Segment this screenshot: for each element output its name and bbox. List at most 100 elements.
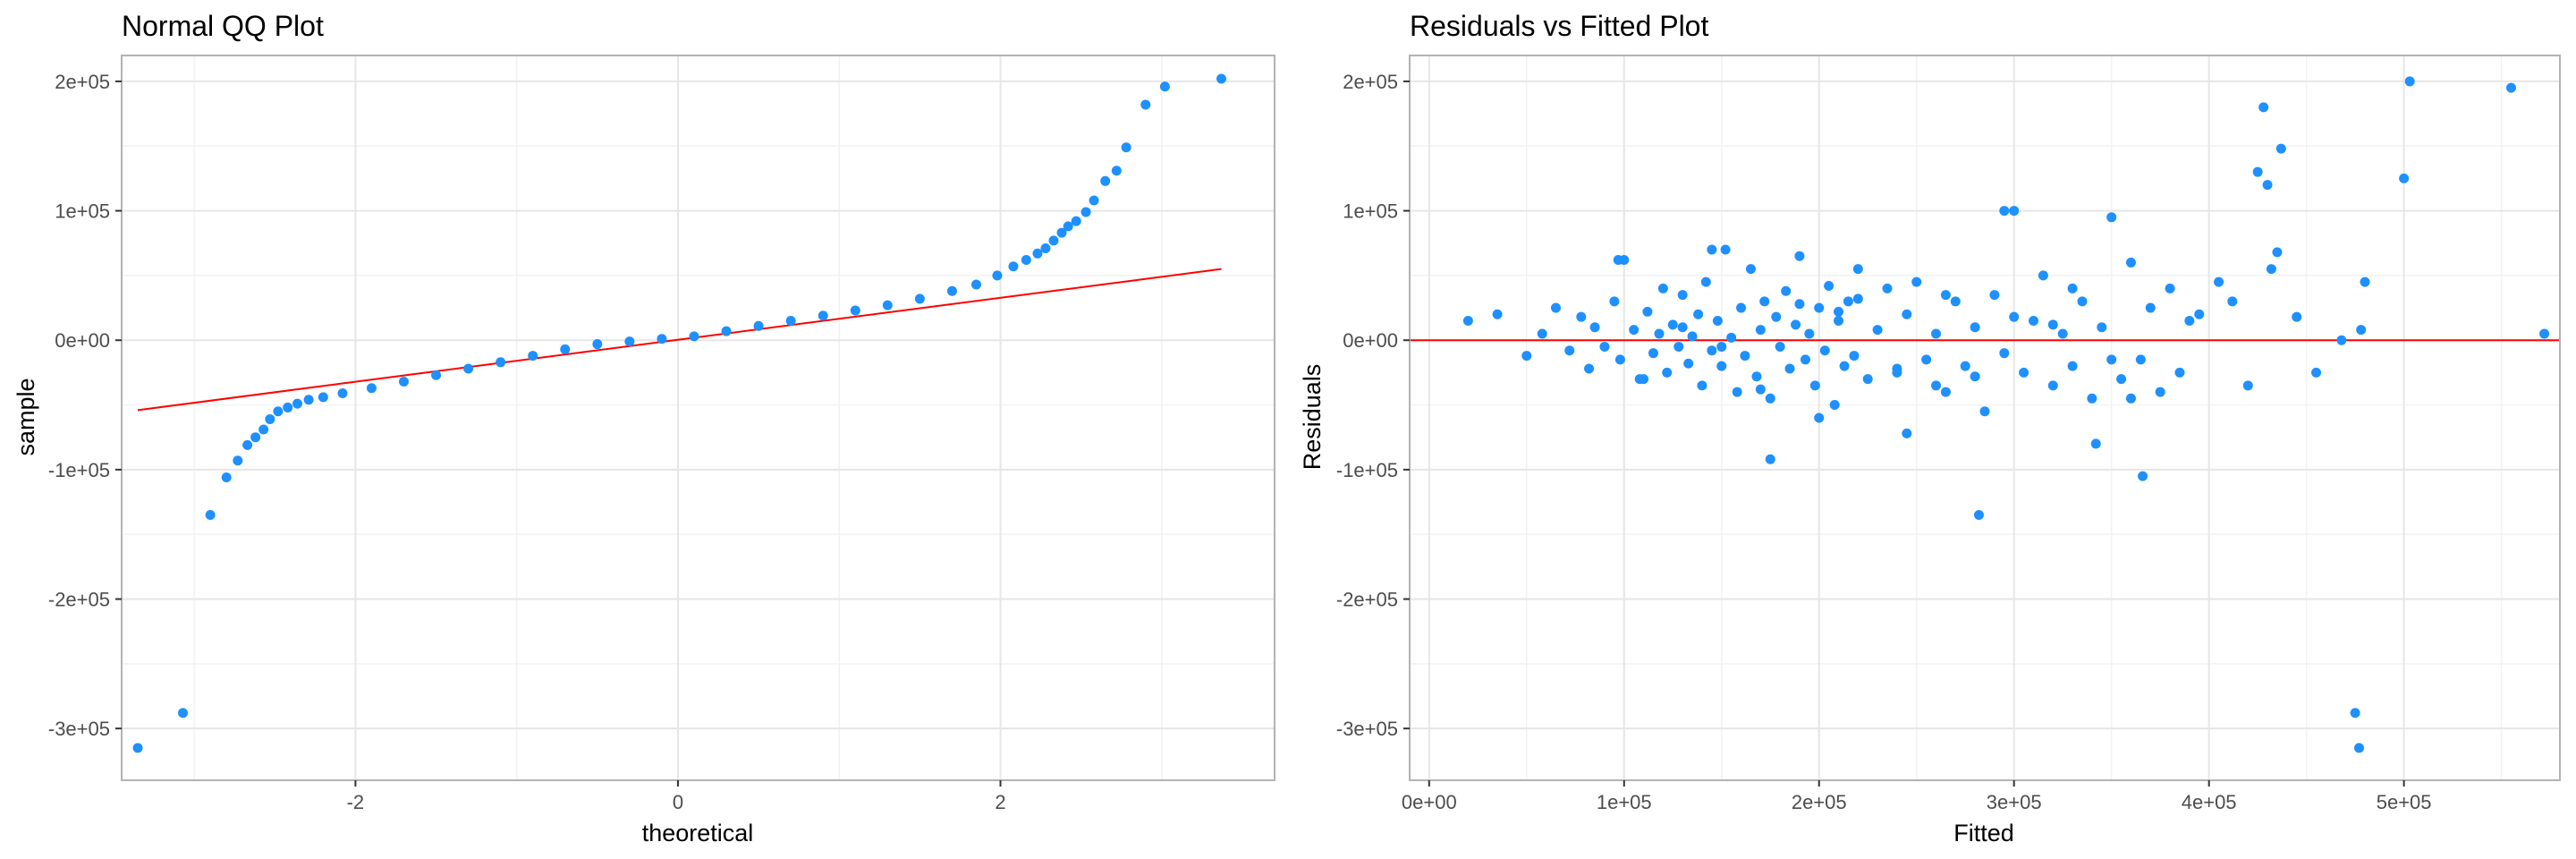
data-point xyxy=(1677,290,1688,301)
data-point xyxy=(2135,354,2146,365)
qq-plot-reference-line-group xyxy=(137,268,1222,412)
data-point xyxy=(1100,175,1111,186)
data-point xyxy=(1765,454,1775,464)
data-point xyxy=(1765,393,1775,404)
y-tick-label: -2e+05 xyxy=(48,589,110,611)
data-point xyxy=(1716,361,1727,371)
data-point xyxy=(1683,358,1694,369)
data-point xyxy=(1834,316,1844,327)
data-point xyxy=(2336,335,2347,345)
data-point xyxy=(657,334,667,344)
data-point xyxy=(1814,412,1825,423)
data-point xyxy=(1609,296,1620,307)
data-point xyxy=(1852,264,1863,275)
data-point xyxy=(2194,309,2205,319)
data-point xyxy=(914,293,925,304)
data-point xyxy=(1550,302,1561,313)
data-point xyxy=(1979,406,1990,417)
data-point xyxy=(992,270,1003,281)
data-point xyxy=(1716,341,1727,352)
data-point xyxy=(1911,276,1922,287)
data-point xyxy=(1654,328,1665,339)
data-point xyxy=(2258,102,2269,113)
data-point xyxy=(1819,345,1830,356)
data-point xyxy=(1902,309,1912,319)
data-point xyxy=(1707,244,1717,255)
data-point xyxy=(1839,361,1850,371)
data-point xyxy=(1989,290,2000,301)
data-point xyxy=(689,331,699,342)
data-point xyxy=(2360,276,2370,287)
data-point xyxy=(1950,296,1961,307)
data-point xyxy=(132,743,143,753)
data-point xyxy=(2165,283,2175,293)
data-point xyxy=(1781,285,1792,296)
data-point xyxy=(2262,180,2273,191)
data-point xyxy=(221,472,232,483)
data-point xyxy=(1140,99,1151,110)
qq-plot-y-ticks: -3e+05 -2e+05 -1e+05 0e+00 1e+05 2e+05 xyxy=(48,71,122,740)
data-point xyxy=(1614,354,1625,365)
data-point xyxy=(1712,316,1723,327)
data-point xyxy=(1089,195,1099,206)
data-point xyxy=(1852,293,1863,304)
qq-plot-title: Normal QQ Plot xyxy=(122,10,324,42)
data-point xyxy=(1800,354,1810,365)
data-point xyxy=(1999,206,2010,217)
data-point xyxy=(1492,309,1503,319)
reference-line xyxy=(137,268,1222,412)
residuals-plot-points xyxy=(1462,76,2550,753)
data-point xyxy=(1720,244,1731,255)
data-point xyxy=(2356,325,2367,336)
qq-plot-grid xyxy=(122,55,1275,780)
data-point xyxy=(292,398,303,409)
data-point xyxy=(1639,374,1649,385)
y-tick-label: 0e+00 xyxy=(1343,329,1398,352)
data-point xyxy=(463,363,474,374)
x-tick-label: -2 xyxy=(347,791,365,813)
data-point xyxy=(818,310,828,321)
data-point xyxy=(1008,261,1019,272)
data-point xyxy=(1111,166,1122,176)
data-point xyxy=(1700,276,1711,287)
data-point xyxy=(2057,328,2068,339)
data-point xyxy=(1902,428,1912,438)
data-point xyxy=(1629,325,1640,336)
y-tick-label: 1e+05 xyxy=(55,200,110,223)
data-point xyxy=(1931,380,1942,391)
data-point xyxy=(1736,302,1747,313)
y-tick-label: -1e+05 xyxy=(1336,459,1398,481)
data-point xyxy=(1814,302,1825,313)
data-point xyxy=(233,455,243,466)
data-point xyxy=(1882,283,1893,293)
data-point xyxy=(2214,276,2224,287)
data-point xyxy=(1693,309,1704,319)
data-point xyxy=(2266,264,2276,275)
y-tick-label: -2e+05 xyxy=(1336,589,1398,611)
data-point xyxy=(1973,509,1984,520)
data-point xyxy=(1521,351,1532,361)
data-point xyxy=(2138,471,2148,481)
data-point xyxy=(1121,142,1131,153)
data-point xyxy=(1834,306,1844,317)
data-point xyxy=(721,326,732,336)
residuals-plot-title: Residuals vs Fitted Plot xyxy=(1410,10,1708,42)
data-point xyxy=(2009,311,2020,322)
residuals-plot-x-ticks: 0e+00 1e+05 2e+05 3e+05 4e+05 5e+05 xyxy=(1402,780,2432,813)
data-point xyxy=(1775,341,1785,352)
data-point xyxy=(970,279,981,290)
data-point xyxy=(1657,283,1668,293)
data-point xyxy=(2047,319,2058,330)
data-point xyxy=(2399,173,2410,183)
data-point xyxy=(1892,363,1902,374)
data-point xyxy=(1642,306,1653,317)
data-point xyxy=(1667,319,1678,330)
data-point xyxy=(1843,296,1853,307)
data-point xyxy=(1755,325,1766,336)
y-tick-label: 1e+05 xyxy=(1343,200,1398,223)
data-point xyxy=(2106,354,2117,365)
residuals-plot-y-axis-label: Residuals xyxy=(1299,364,1326,471)
data-point xyxy=(2009,206,2020,217)
data-point xyxy=(2125,257,2136,268)
data-point xyxy=(2353,743,2364,753)
